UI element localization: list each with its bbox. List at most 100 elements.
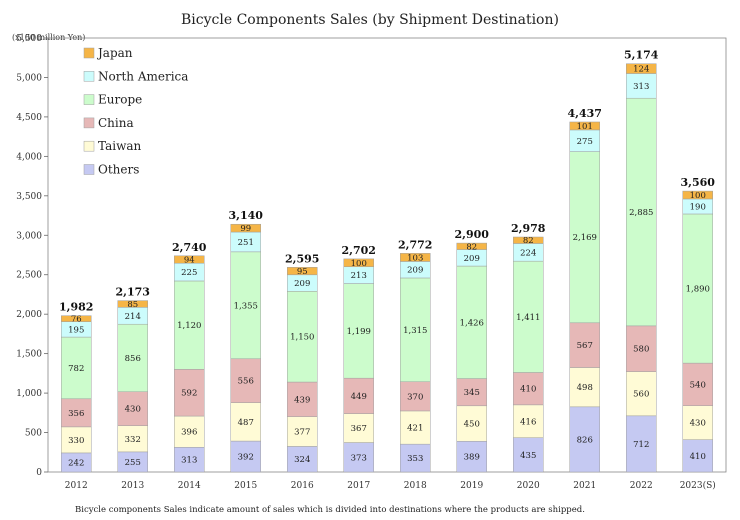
- bar-segment-others: [682, 439, 713, 473]
- segment-label: 82: [466, 242, 477, 252]
- total-label: 2,595: [285, 252, 319, 265]
- segment-label: 103: [407, 253, 423, 263]
- segment-label: 1,890: [686, 285, 710, 295]
- segment-label: 373: [351, 453, 367, 463]
- bar-segment-taiwan: [400, 410, 431, 445]
- segment-label: 209: [464, 254, 480, 264]
- bar-segment-europe: [174, 280, 205, 370]
- legend-label: China: [98, 116, 134, 130]
- segment-label: 330: [68, 436, 84, 446]
- y-tick-label: 2,500: [16, 271, 42, 281]
- total-label: 1,982: [59, 301, 93, 314]
- total-label: 2,740: [172, 241, 207, 254]
- y-tick-label: 3,500: [16, 192, 42, 202]
- segment-label: 1,355: [234, 301, 258, 311]
- segment-label: 2,169: [573, 233, 597, 243]
- legend-swatch: [83, 94, 95, 105]
- y-tick-label: 3,000: [16, 231, 42, 241]
- legend: Japan North America Europe China Taiwan Other…: [83, 46, 188, 177]
- segment-label: 410: [520, 385, 536, 395]
- segment-label: 82: [523, 236, 534, 246]
- bar-segment-china: [456, 378, 487, 407]
- segment-label: 487: [238, 418, 254, 428]
- bar-segment-taiwan: [174, 415, 205, 448]
- y-tick-label: 4,500: [16, 113, 42, 123]
- segment-label: 1,411: [516, 313, 540, 323]
- bar-segment-taiwan: [117, 425, 148, 453]
- segment-label: 1,150: [290, 333, 314, 343]
- legend-label: Others: [98, 163, 139, 177]
- segment-label: 556: [238, 377, 254, 387]
- bar-segment-japan: [456, 242, 487, 250]
- bar-segment-japan: [682, 190, 713, 200]
- bar-segment-japan: [61, 315, 92, 322]
- bar-segment-china: [287, 381, 318, 417]
- segment-label: 377: [294, 428, 310, 438]
- bar-segment-china: [117, 391, 148, 426]
- y-tick-label: 4,000: [16, 152, 42, 162]
- segment-label: 332: [125, 435, 141, 445]
- x-tick-label: 2015: [234, 481, 257, 491]
- segment-label: 209: [407, 266, 423, 276]
- x-tick-label: 2020: [517, 481, 540, 491]
- segment-label: 498: [577, 383, 593, 393]
- y-axis: 0 500 1,000 1,500 2,000 2,500 3,000 3,500 4,000 4…: [16, 34, 48, 478]
- bar-segment-others: [513, 437, 544, 473]
- segment-label: 439: [294, 395, 310, 405]
- x-axis: 2012 2013 2014 2015 2016 2017 2018 2019 2020 2021…: [65, 480, 716, 491]
- bar-segment-europe: [626, 97, 657, 327]
- segment-label: 567: [577, 341, 593, 351]
- segment-label: 101: [577, 122, 593, 132]
- bar-segment-japan: [400, 253, 431, 262]
- y-tick-label: 0: [36, 468, 42, 478]
- segment-label: 435: [520, 451, 536, 461]
- bar-segment-taiwan: [513, 404, 544, 438]
- segment-label: 2,885: [629, 208, 653, 218]
- legend-swatch: [83, 117, 95, 129]
- bar-segment-china: [230, 358, 261, 403]
- segment-label: 540: [690, 380, 706, 390]
- total-label: 2,173: [116, 286, 150, 299]
- bar-segment-europe: [61, 336, 92, 400]
- segment-label: 195: [68, 325, 84, 335]
- segment-label: 1,199: [347, 327, 371, 337]
- total-label: 2,772: [398, 238, 432, 251]
- legend-label: Japan: [96, 46, 133, 60]
- segment-label: 345: [464, 388, 480, 398]
- x-tick-label: 2016: [291, 481, 314, 491]
- segment-label: 255: [125, 458, 141, 468]
- bar-segment-europe: [513, 260, 544, 373]
- bar-segment-japan: [513, 236, 544, 244]
- x-tick-label: 2022: [630, 481, 653, 491]
- bar-segment-taiwan: [626, 371, 657, 417]
- segment-label: 1,120: [177, 321, 201, 331]
- chart-title: Bicycle Components Sales (by Shipment De…: [181, 12, 559, 28]
- x-tick-label: 2019: [460, 481, 483, 491]
- x-tick-label: 2018: [404, 481, 427, 491]
- segment-label: 100: [351, 259, 367, 269]
- segment-label: 124: [633, 65, 649, 75]
- segment-label: 592: [181, 389, 197, 399]
- bar-segment-japan: [174, 255, 205, 264]
- bar-segment-japan: [287, 267, 318, 276]
- total-label: 3,140: [229, 209, 264, 222]
- y-tick-label: 1,500: [16, 350, 42, 360]
- bar-segment-japan: [230, 223, 261, 233]
- segment-label: 416: [520, 417, 536, 427]
- bar-segment-japan: [626, 63, 657, 74]
- bar-segment-north-america: [626, 73, 657, 99]
- segment-label: 712: [633, 440, 649, 450]
- segment-label: 353: [407, 454, 423, 464]
- segment-label: 430: [690, 419, 706, 429]
- segment-label: 392: [238, 453, 254, 463]
- legend-swatch: [83, 71, 95, 82]
- segment-label: 190: [690, 202, 706, 212]
- segment-label: 449: [351, 392, 367, 402]
- bar-segment-taiwan: [343, 413, 374, 443]
- bar-segment-others: [569, 406, 600, 473]
- bar-segment-others: [626, 415, 657, 473]
- segment-label: 410: [690, 452, 706, 462]
- bar-segment-china: [513, 372, 544, 406]
